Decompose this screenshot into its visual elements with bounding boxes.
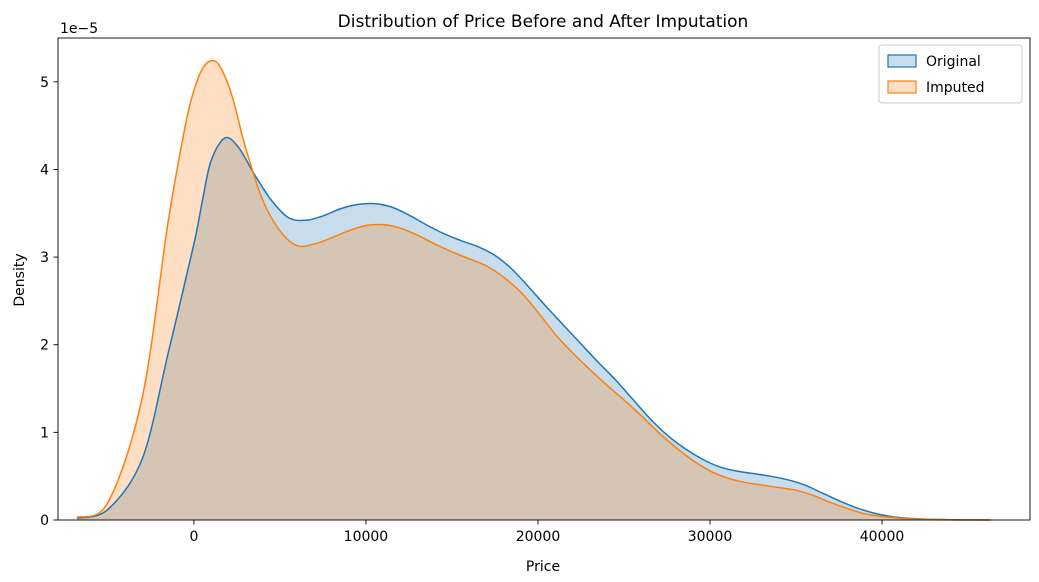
y-axis-offset-label: 1e−5 (60, 21, 98, 37)
y-axis-label: Density (12, 253, 28, 306)
y-tick-label: 1 (40, 425, 49, 441)
chart-title: Distribution of Price Before and After I… (338, 12, 749, 32)
x-axis-label: Price (526, 559, 560, 575)
plot-frame (57, 37, 1031, 521)
legend-swatch-original (887, 54, 917, 68)
x-tick-label: 0 (189, 529, 198, 545)
legend: Original Imputed (878, 44, 1023, 104)
legend-swatch-imputed (887, 80, 917, 94)
legend-box (878, 44, 1023, 104)
y-tick-label: 2 (40, 338, 49, 354)
series-imputed-line (76, 59, 991, 521)
series-original-line (76, 136, 991, 521)
x-tick-label: 20000 (516, 529, 561, 545)
x-tick-label: 30000 (688, 529, 733, 545)
y-tick-label: 3 (40, 250, 49, 266)
axes-layer: 0 10000 20000 30000 40000 0 1 2 3 4 5 (40, 37, 1031, 545)
y-tick-label: 4 (40, 162, 49, 178)
legend-label-original: Original (926, 54, 981, 70)
series-imputed-area (76, 60, 991, 521)
y-tick-label: 0 (40, 513, 49, 529)
x-tick-label: 10000 (344, 529, 389, 545)
y-tick-label: 5 (40, 75, 49, 91)
legend-label-imputed: Imputed (926, 80, 985, 96)
series-layer (76, 59, 991, 521)
x-tick-label: 40000 (860, 529, 905, 545)
series-original-area (76, 137, 991, 521)
